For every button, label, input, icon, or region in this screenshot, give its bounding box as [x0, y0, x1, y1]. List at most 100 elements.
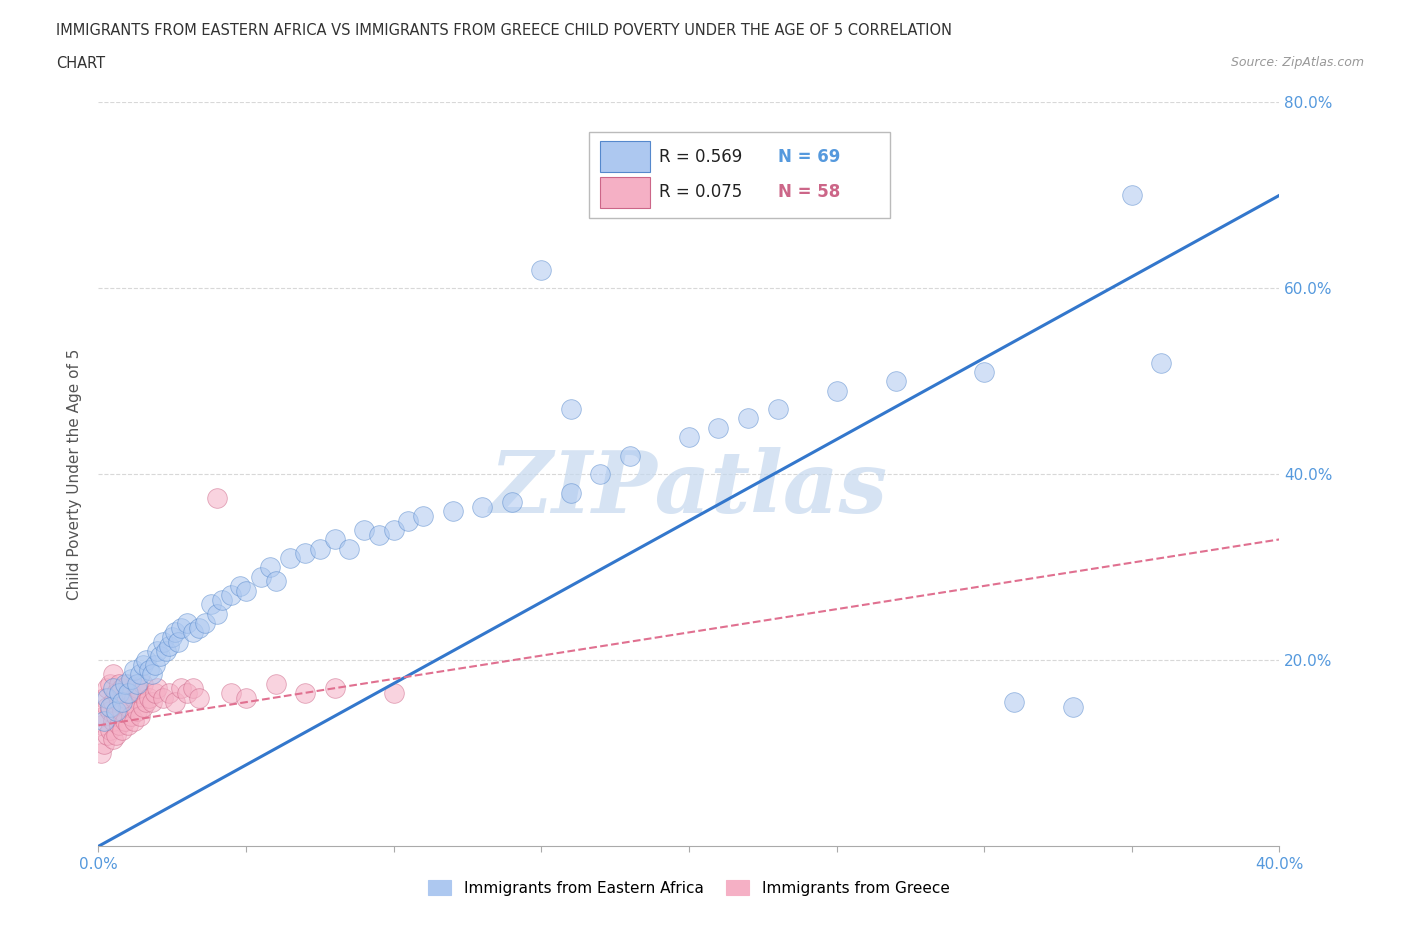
Point	[122, 662, 145, 677]
Point	[93, 737, 115, 751]
FancyBboxPatch shape	[600, 141, 650, 172]
Point	[98, 704, 121, 719]
Point	[105, 727, 128, 742]
Point	[125, 704, 148, 719]
Point	[132, 658, 155, 672]
Point	[138, 662, 160, 677]
Point	[176, 685, 198, 700]
Point	[111, 723, 134, 737]
Point	[93, 690, 115, 705]
Point	[1002, 695, 1025, 710]
Point	[162, 630, 183, 644]
Point	[259, 560, 281, 575]
Legend: Immigrants from Eastern Africa, Immigrants from Greece: Immigrants from Eastern Africa, Immigran…	[422, 873, 956, 902]
Point	[138, 690, 160, 705]
Point	[152, 634, 174, 649]
Point	[219, 685, 242, 700]
Point	[278, 551, 302, 565]
Point	[165, 695, 187, 710]
Point	[111, 681, 134, 696]
Point	[187, 620, 209, 635]
Point	[219, 588, 242, 603]
Point	[589, 467, 612, 482]
Point	[132, 699, 155, 714]
Point	[766, 402, 789, 417]
Point	[105, 709, 128, 724]
Point	[108, 718, 131, 733]
Point	[187, 690, 209, 705]
Point	[205, 490, 228, 505]
Point	[114, 676, 136, 691]
Point	[471, 499, 494, 514]
Point	[117, 685, 139, 700]
Point	[117, 676, 139, 691]
Point	[412, 509, 434, 524]
Point	[678, 430, 700, 445]
Point	[973, 365, 995, 379]
Point	[149, 648, 172, 663]
Point	[157, 639, 180, 654]
Point	[93, 709, 115, 724]
Point	[128, 709, 150, 724]
Point	[93, 713, 115, 728]
Point	[441, 504, 464, 519]
Point	[323, 532, 346, 547]
Point	[167, 634, 190, 649]
Point	[96, 690, 118, 705]
Point	[117, 718, 139, 733]
Point	[96, 727, 118, 742]
Text: ZIPatlas: ZIPatlas	[489, 447, 889, 531]
Point	[235, 583, 257, 598]
Point	[181, 625, 204, 640]
Point	[560, 485, 582, 500]
Point	[1121, 188, 1143, 203]
Point	[132, 676, 155, 691]
Point	[105, 685, 128, 700]
Point	[114, 713, 136, 728]
Point	[117, 699, 139, 714]
Point	[108, 695, 131, 710]
Point	[194, 616, 217, 631]
Point	[103, 713, 125, 728]
Point	[382, 685, 405, 700]
Text: IMMIGRANTS FROM EASTERN AFRICA VS IMMIGRANTS FROM GREECE CHILD POVERTY UNDER THE: IMMIGRANTS FROM EASTERN AFRICA VS IMMIGR…	[56, 23, 952, 38]
Point	[103, 667, 125, 682]
Point	[98, 676, 121, 691]
Point	[105, 704, 128, 719]
Point	[1062, 699, 1084, 714]
Point	[157, 685, 180, 700]
Point	[120, 685, 142, 700]
Y-axis label: Child Poverty Under the Age of 5: Child Poverty Under the Age of 5	[67, 349, 83, 600]
Text: N = 69: N = 69	[778, 148, 839, 166]
Point	[323, 681, 346, 696]
Point	[128, 667, 150, 682]
Point	[229, 578, 252, 593]
Point	[135, 653, 157, 668]
Point	[737, 411, 759, 426]
Point	[143, 685, 166, 700]
Point	[111, 704, 134, 719]
Point	[120, 709, 142, 724]
Point	[205, 606, 228, 621]
Point	[382, 523, 405, 538]
Point	[294, 685, 316, 700]
Point	[90, 718, 112, 733]
Point	[135, 695, 157, 710]
Point	[176, 616, 198, 631]
Point	[707, 420, 730, 435]
Text: R = 0.075: R = 0.075	[659, 183, 742, 201]
Point	[128, 685, 150, 700]
Point	[96, 699, 118, 714]
Point	[825, 383, 848, 398]
Point	[396, 513, 419, 528]
Point	[501, 495, 523, 510]
Point	[1150, 355, 1173, 370]
Point	[111, 695, 134, 710]
FancyBboxPatch shape	[600, 177, 650, 208]
Point	[619, 448, 641, 463]
Point	[108, 676, 131, 691]
Point	[103, 681, 125, 696]
Text: Source: ZipAtlas.com: Source: ZipAtlas.com	[1230, 56, 1364, 69]
Point	[530, 262, 553, 277]
Point	[125, 681, 148, 696]
